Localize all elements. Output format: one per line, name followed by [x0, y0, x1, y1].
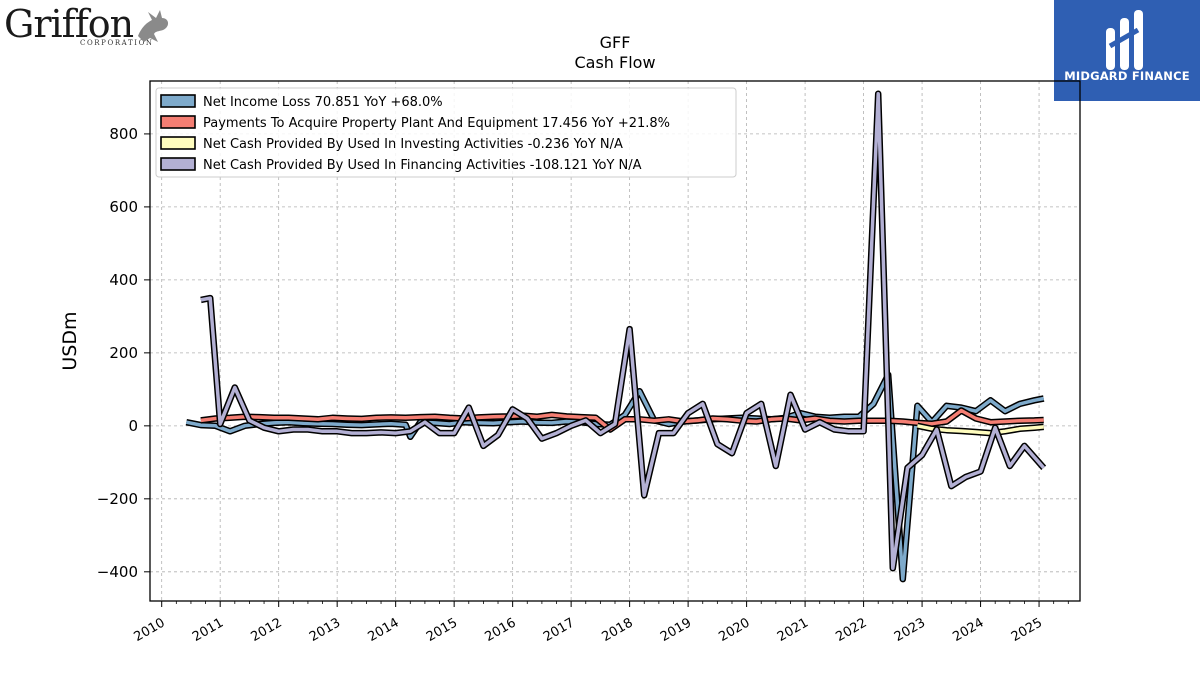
legend-swatch: [160, 94, 196, 108]
legend: Net Income Loss 70.851 YoY +68.0% Payment…: [155, 87, 737, 178]
x-tick-label: 2011: [190, 615, 226, 645]
x-tick-label: 2013: [307, 615, 343, 645]
series-2-outline: [916, 422, 1044, 437]
x-tick-label: 2024: [950, 615, 986, 645]
legend-entry: Net Cash Provided By Used In Investing A…: [203, 137, 623, 152]
y-axis-label: USDm: [59, 311, 81, 370]
y-tick-label: −200: [97, 490, 138, 508]
midgard-logo-icon: [1106, 10, 1143, 70]
y-tick-label: 600: [109, 198, 138, 216]
legend-entry: Net Cash Provided By Used In Financing A…: [203, 158, 642, 173]
x-tick-label: 2018: [599, 615, 635, 645]
y-tick-label: 800: [109, 125, 138, 143]
x-tick-label: 2017: [541, 615, 577, 645]
x-tick-label: 2015: [424, 615, 460, 645]
axis-ticks: −400 −200 0 200 400 600 800 2010 2011 2012 2013 201…: [97, 125, 1069, 645]
x-tick-label: 2010: [132, 615, 168, 645]
company-logo-wordmark: Griffon: [4, 2, 134, 46]
x-tick-label: 2025: [1009, 615, 1045, 645]
x-tick-label: 2023: [892, 615, 928, 645]
series-lines: [185, 90, 1047, 583]
y-tick-label: 0: [128, 417, 138, 435]
y-tick-label: 400: [109, 271, 138, 289]
series-3-line: [200, 92, 1046, 570]
series-1-line: [200, 408, 1044, 432]
chart-title: GFF: [600, 33, 631, 52]
legend-swatch: [160, 115, 196, 129]
publisher-logo: MIDGARD FINANCE: [1054, 0, 1200, 101]
series-1-outline: [200, 407, 1044, 433]
publisher-logo-text: MIDGARD FINANCE: [1064, 69, 1190, 83]
series-2-line: [917, 424, 1044, 435]
series-3-outline: [200, 90, 1047, 572]
chart-subtitle: Cash Flow: [574, 53, 655, 72]
plot-frame: [149, 80, 1081, 602]
legend-entry: Payments To Acquire Property Plant And E…: [203, 116, 670, 131]
legend-box: [155, 87, 737, 178]
x-tick-label: 2012: [249, 615, 285, 645]
company-logo-subtitle: CORPORATION: [80, 39, 154, 47]
griffin-icon: [138, 10, 169, 42]
y-tick-label: 200: [109, 344, 138, 362]
x-tick-label: 2014: [366, 615, 402, 645]
series-0-outline: [185, 371, 1045, 583]
grid: [150, 81, 1080, 601]
series-0-line: [185, 373, 1045, 581]
legend-swatch: [160, 157, 196, 171]
legend-swatch: [160, 136, 196, 150]
x-tick-label: 2019: [658, 615, 694, 645]
x-tick-label: 2021: [775, 615, 811, 645]
x-tick-label: 2016: [482, 615, 518, 645]
company-logo: Griffon CORPORATION: [4, 2, 174, 50]
legend-entry: Net Income Loss 70.851 YoY +68.0%: [203, 95, 443, 110]
x-tick-label: 2022: [833, 615, 869, 645]
y-tick-label: −400: [97, 563, 138, 581]
x-tick-label: 2020: [716, 615, 752, 645]
